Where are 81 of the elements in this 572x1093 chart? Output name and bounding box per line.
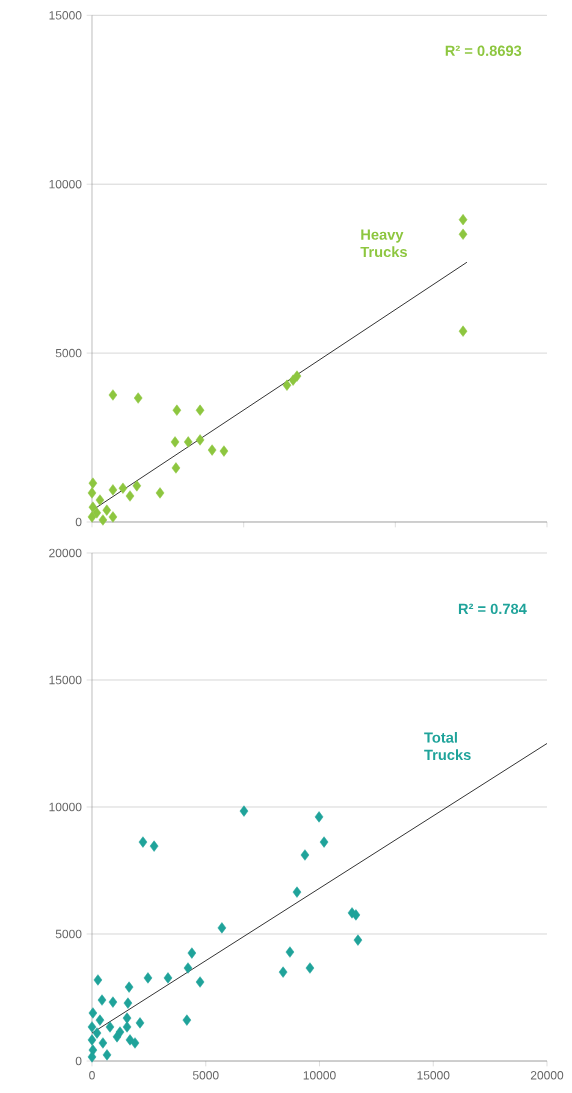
y-tick-label: 0 — [75, 1056, 82, 1066]
point — [124, 981, 134, 993]
point — [319, 836, 329, 848]
point — [170, 436, 180, 448]
point — [282, 379, 292, 391]
point — [285, 946, 295, 958]
x-tick-label: 10000 — [303, 1071, 336, 1080]
text: Total Trucks — [424, 731, 471, 761]
y-tick-label: 10000 — [49, 179, 82, 189]
x-tick-label: 5000 — [192, 1071, 219, 1080]
point — [122, 1012, 132, 1024]
point — [95, 1014, 105, 1026]
point — [305, 962, 315, 974]
point — [102, 504, 112, 516]
point — [87, 1034, 97, 1046]
point — [88, 1007, 98, 1019]
point — [93, 974, 103, 986]
point — [187, 947, 197, 959]
point — [163, 972, 173, 984]
point — [115, 1026, 125, 1038]
point — [217, 922, 227, 934]
point — [195, 434, 205, 446]
point — [300, 849, 310, 861]
annotation: R² = 0.784 — [458, 603, 527, 615]
point — [102, 1049, 112, 1061]
point — [314, 811, 324, 823]
point — [183, 436, 193, 448]
y-tick-label: 20000 — [49, 548, 82, 558]
point — [278, 966, 288, 978]
point — [292, 370, 302, 382]
x-tick-label: 15000 — [417, 1071, 450, 1080]
point — [87, 487, 97, 499]
point — [98, 1037, 108, 1049]
point — [108, 484, 118, 496]
point — [207, 444, 217, 456]
y-tick-label: 0 — [75, 517, 82, 527]
point — [155, 487, 165, 499]
point — [239, 805, 249, 817]
point — [125, 490, 135, 502]
point — [108, 511, 118, 523]
y-tick-label: 5000 — [55, 348, 82, 358]
point — [95, 494, 105, 506]
point — [219, 445, 229, 457]
point — [172, 404, 182, 416]
point — [135, 1017, 145, 1029]
point — [149, 840, 159, 852]
point — [133, 392, 143, 404]
point — [353, 934, 363, 946]
point — [183, 962, 193, 974]
point — [123, 997, 133, 1009]
point — [132, 480, 142, 492]
point — [87, 1051, 97, 1063]
point — [105, 1021, 115, 1033]
point — [122, 1021, 132, 1033]
point — [182, 1014, 192, 1026]
point — [97, 994, 107, 1006]
point — [458, 214, 468, 226]
point — [92, 1027, 102, 1039]
y-tick-label: 15000 — [49, 11, 82, 20]
y-tick-label: 10000 — [49, 802, 82, 812]
point — [87, 1021, 97, 1033]
point — [195, 404, 205, 416]
point — [458, 228, 468, 240]
y-tick-label: 5000 — [55, 929, 82, 939]
point — [292, 886, 302, 898]
point — [125, 1034, 135, 1046]
point — [98, 514, 108, 526]
x-tick-label: 20000 — [530, 1071, 564, 1080]
point — [458, 325, 468, 337]
annotation: R² = 0.8693 — [445, 45, 522, 56]
point — [108, 389, 118, 401]
point — [138, 836, 148, 848]
point — [88, 477, 98, 489]
point — [171, 462, 181, 474]
y-tick-label: 15000 — [49, 675, 82, 685]
point — [118, 482, 128, 494]
point — [143, 972, 153, 984]
x-tick-label: 0 — [89, 1071, 95, 1080]
point — [195, 976, 205, 988]
text: Heavy Trucks — [360, 229, 407, 258]
point — [108, 996, 118, 1008]
